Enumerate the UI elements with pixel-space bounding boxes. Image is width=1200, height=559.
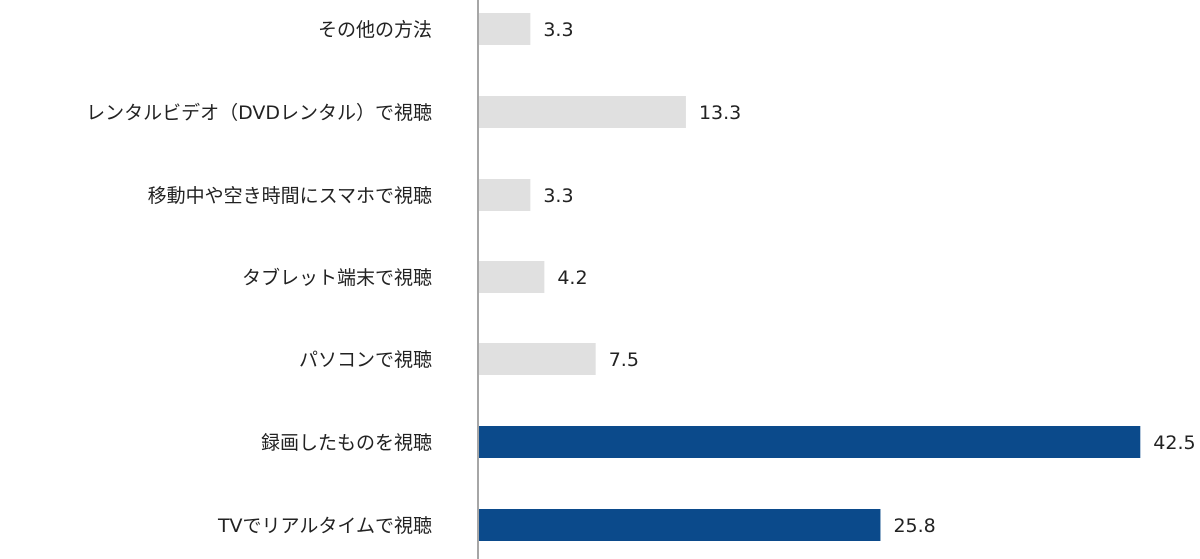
category-label-2: レンタルビデオ（DVDレンタル）で視聴 xyxy=(86,102,432,124)
category-label-4: タブレット端末で視聴 xyxy=(242,266,432,289)
bar-1 xyxy=(479,13,531,45)
value-label-5: 7.5 xyxy=(609,349,639,371)
value-label-3: 3.3 xyxy=(543,185,573,207)
value-label-4: 4.2 xyxy=(557,267,587,289)
bar-5 xyxy=(479,343,596,375)
bar-4 xyxy=(479,261,545,293)
value-label-1: 3.3 xyxy=(543,19,573,41)
bar-2 xyxy=(479,96,686,128)
category-label-1: その他の方法 xyxy=(318,19,432,41)
value-labels: 3.3 13.3 3.3 4.2 7.5 42.5 25.8 xyxy=(543,19,1195,537)
value-label-6: 42.5 xyxy=(1153,432,1195,454)
category-label-5: パソコンで視聴 xyxy=(299,349,432,371)
bar-7 xyxy=(479,509,881,541)
category-labels: その他の方法レンタルビデオ（DVDレンタル）で視聴移動中や空き時間にスマホで視聴… xyxy=(86,19,432,537)
value-label-7: 25.8 xyxy=(893,515,935,537)
bar-6 xyxy=(479,426,1141,458)
value-label-2: 13.3 xyxy=(699,102,741,124)
category-label-7: TVでリアルタイムで視聴 xyxy=(217,515,432,537)
bars-layer xyxy=(479,13,1141,541)
category-label-6: 録画したものを視聴 xyxy=(261,432,432,454)
bar-3 xyxy=(479,179,531,211)
category-label-3: 移動中や空き時間にスマホで視聴 xyxy=(148,185,432,207)
